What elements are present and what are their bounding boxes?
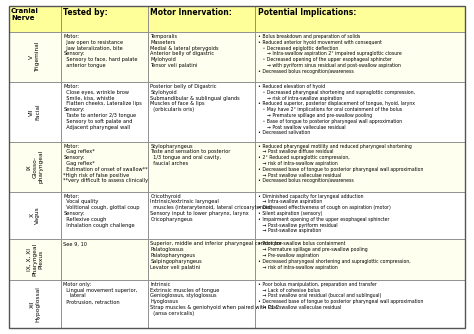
Bar — [148, 192, 255, 239]
Bar — [148, 280, 255, 328]
Text: V
Trigeminal: V Trigeminal — [29, 42, 40, 72]
Bar — [9, 142, 61, 192]
Bar — [148, 32, 255, 82]
Text: XII
Hypoglossal: XII Hypoglossal — [29, 286, 40, 322]
Bar — [148, 239, 255, 280]
Text: Cricothyroid
Intrinsic/extrinsic laryngeal
  muscles (interarytenoid, lateral cr: Cricothyroid Intrinsic/extrinsic larynge… — [150, 194, 273, 222]
Bar — [148, 82, 255, 142]
Bar — [9, 32, 61, 82]
Bar — [9, 82, 61, 142]
Text: Motor:
  Vocal quality
  Volitional cough, glottal coup
Sensory:
  Reflexive cou: Motor: Vocal quality Volitional cough, g… — [64, 194, 140, 227]
Bar — [255, 32, 465, 82]
Bar — [61, 239, 148, 280]
Text: • Poor pre-swallow bolus containment
   → Premature spillage and pre-swallow poo: • Poor pre-swallow bolus containment → P… — [258, 241, 410, 270]
Text: Motor:
  Close eyes, wrinkle brow
  Smile, kiss, whistle
  Flatten cheeks, Later: Motor: Close eyes, wrinkle brow Smile, k… — [64, 84, 142, 130]
Bar — [255, 280, 465, 328]
Text: Potential Implications:: Potential Implications: — [258, 8, 356, 17]
Text: IX, X, XI
Pharyngeal
Plexus: IX, X, XI Pharyngeal Plexus — [27, 243, 43, 276]
Text: • Poor bolus manipulation, preparation and transfer
   → Lack of cohesive bolus
: • Poor bolus manipulation, preparation a… — [258, 282, 423, 310]
Bar — [255, 6, 465, 32]
Text: See 9, 10: See 9, 10 — [64, 241, 87, 246]
Text: Tested by:: Tested by: — [64, 8, 108, 17]
Text: Temporalis
Masseters
Medial & lateral pterygoids
Anterior belly of digastric
Myl: Temporalis Masseters Medial & lateral pt… — [150, 34, 219, 68]
Bar — [61, 6, 148, 32]
Bar — [9, 280, 61, 328]
Text: Intrinsic
Extrinsic muscles of tongue
Genioglossus, styloglossus
Hyoglossus
Stra: Intrinsic Extrinsic muscles of tongue Ge… — [150, 282, 280, 316]
Bar — [61, 142, 148, 192]
Text: Superior, middle and inferior pharyngeal constrictor
Palatoglossus
Palatopharyng: Superior, middle and inferior pharyngeal… — [150, 241, 282, 270]
Bar — [255, 82, 465, 142]
Text: Motor:
  Jaw open to resistance
  Jaw lateralization, bite
Sensory:
  Sensory to: Motor: Jaw open to resistance Jaw latera… — [64, 34, 138, 68]
Text: • Reduced pharyngeal motility and reduced pharyngeal shortening
   → Post swallo: • Reduced pharyngeal motility and reduce… — [258, 144, 423, 183]
Text: Stylopharyngeus
Taste and sensation to posterior
  1/3 tongue and oral cavity,
 : Stylopharyngeus Taste and sensation to p… — [150, 144, 231, 166]
Bar — [255, 142, 465, 192]
Text: • Bolus breakdown and preparation of solids
• Reduced anterior hyoid movement wi: • Bolus breakdown and preparation of sol… — [258, 34, 401, 74]
Bar — [9, 239, 61, 280]
Bar — [148, 142, 255, 192]
Bar — [61, 32, 148, 82]
Text: IX
Glosso-
pharyngeal: IX Glosso- pharyngeal — [27, 150, 43, 183]
Bar — [61, 192, 148, 239]
Text: Cranial
Nerve: Cranial Nerve — [11, 8, 39, 21]
Text: • Diminished capacity for laryngeal adduction
   → Intra-swallow aspiration
• De: • Diminished capacity for laryngeal addu… — [258, 194, 391, 233]
Bar — [9, 6, 61, 32]
Bar — [255, 192, 465, 239]
Text: • Reduced elevation of hyoid
   ◦ Decreased pharyngeal shortening and supraglott: • Reduced elevation of hyoid ◦ Decreased… — [258, 84, 415, 135]
Text: Motor Innervation:: Motor Innervation: — [150, 8, 232, 17]
Text: VII
Facial: VII Facial — [29, 104, 40, 120]
Text: Motor only:
  Lingual movement superior,
    lateral
  Protrusion, retraction: Motor only: Lingual movement superior, l… — [64, 282, 138, 304]
Bar — [61, 280, 148, 328]
Text: X
Vagus: X Vagus — [29, 207, 40, 224]
Bar — [9, 192, 61, 239]
Text: Posterior belly of Digastric
Stylohyoid
Submandibular & sublingual glands
Muscle: Posterior belly of Digastric Stylohyoid … — [150, 84, 240, 112]
Bar — [61, 82, 148, 142]
Bar — [255, 239, 465, 280]
Bar — [148, 6, 255, 32]
Text: Motor:
  Gag reflex*
Sensory:
  Gag reflex*
  Estimation of onset of swallow**
*: Motor: Gag reflex* Sensory: Gag reflex* … — [64, 144, 148, 183]
